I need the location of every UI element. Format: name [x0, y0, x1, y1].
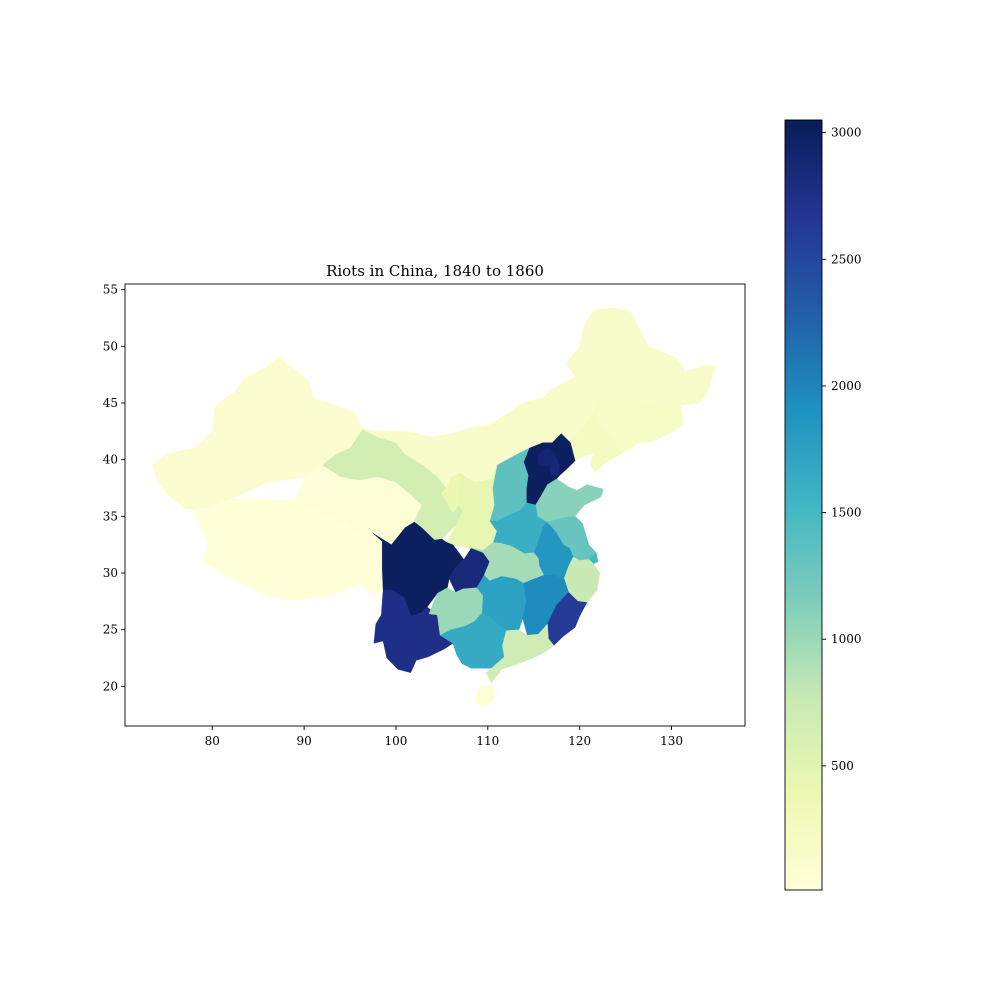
- region-hainan: [474, 685, 498, 707]
- y-tick-label: 50: [103, 339, 118, 353]
- colorbar-tick-label: 2000: [831, 379, 862, 393]
- region-beijing: [538, 448, 556, 467]
- x-tick-label: 80: [205, 734, 220, 748]
- colorbar-tick-label: 2500: [831, 252, 862, 266]
- region-tianjin: [550, 457, 560, 476]
- x-tick-label: 100: [385, 734, 408, 748]
- region-guangdong: [485, 623, 555, 684]
- y-tick-label: 40: [103, 453, 118, 467]
- x-tick-label: 110: [476, 734, 499, 748]
- y-tick-label: 55: [103, 283, 118, 297]
- region-liaoning: [570, 402, 620, 473]
- colorbar: [784, 119, 823, 891]
- y-tick-label: 45: [103, 396, 118, 410]
- regions-layer: [152, 307, 716, 707]
- map-title: Riots in China, 1840 to 1860: [326, 262, 544, 280]
- x-tick-label: 120: [568, 734, 591, 748]
- y-tick-label: 30: [103, 566, 118, 580]
- region-tibet: [193, 499, 384, 602]
- y-tick-label: 20: [103, 679, 118, 693]
- colorbar-ticks: 500 1000 1500 2000 2500 3000: [822, 126, 862, 773]
- plot-frame: [124, 283, 746, 727]
- y-tick-label: 35: [103, 509, 118, 523]
- colorbar-tick-label: 1000: [831, 632, 862, 646]
- colorbar-tick-label: 500: [831, 759, 854, 773]
- colorbar-tick-label: 3000: [831, 126, 862, 140]
- x-tick-label: 90: [296, 734, 311, 748]
- region-yunnan: [373, 589, 454, 673]
- colorbar-tick-label: 1500: [831, 506, 862, 520]
- y-tick-label: 25: [103, 623, 118, 637]
- y-axis: 20 25 30 35 40 45 50 55: [103, 283, 125, 693]
- x-axis: 80 90 100 110 120 130: [205, 726, 683, 748]
- x-tick-label: 130: [660, 734, 683, 748]
